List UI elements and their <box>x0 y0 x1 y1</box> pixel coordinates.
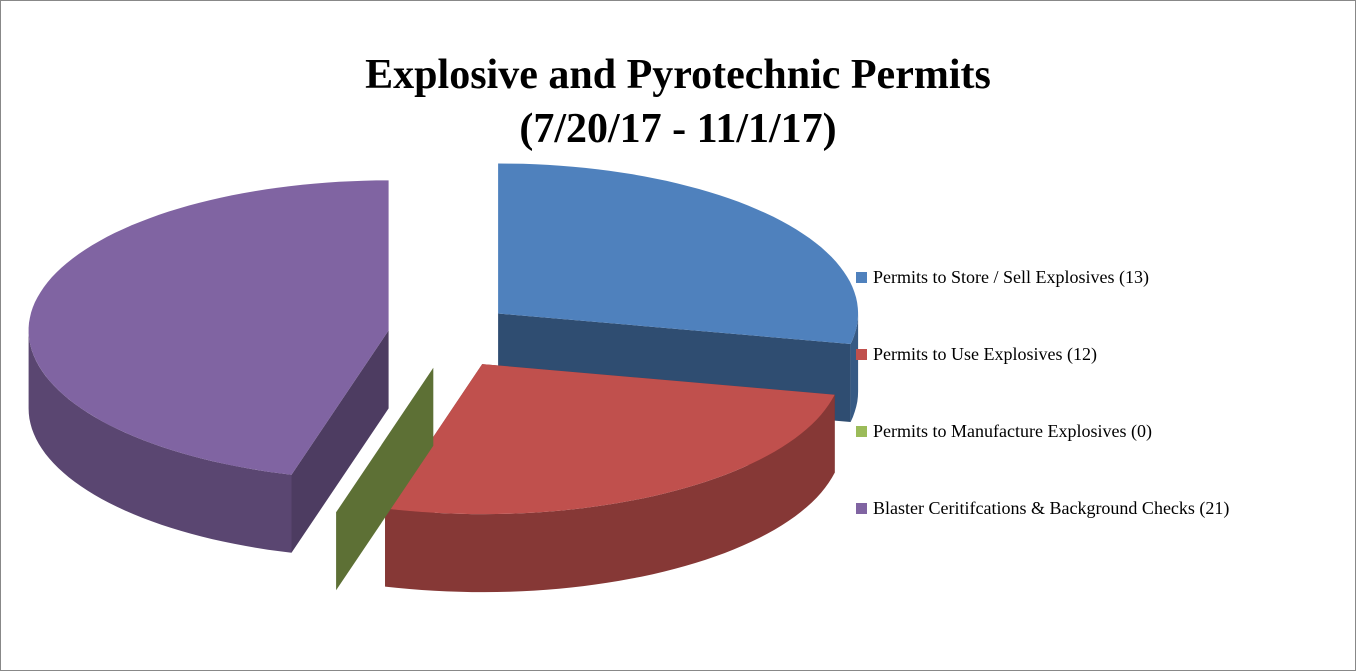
slice-wall <box>291 330 389 553</box>
legend-swatch <box>856 426 867 437</box>
legend-label: Permits to Store / Sell Explosives (13) <box>873 267 1149 287</box>
pie-slice <box>28 180 389 553</box>
legend-item: Permits to Manufacture Explosives (0) <box>856 420 1296 497</box>
slice-top <box>28 180 389 475</box>
legend-label: Blaster Ceritifcations & Background Chec… <box>873 498 1230 518</box>
chart-subtitle: (7/20/17 - 11/1/17) <box>519 106 836 152</box>
slice-wall <box>336 367 434 591</box>
chart-title: Explosive and Pyrotechnic Permits <box>365 52 991 98</box>
legend-swatch <box>856 349 867 360</box>
legend-swatch <box>856 272 867 283</box>
legend-swatch <box>856 503 867 514</box>
pie-slice <box>336 367 434 591</box>
legend: Permits to Store / Sell Explosives (13) P… <box>856 266 1296 574</box>
slice-side <box>850 313 859 422</box>
legend-item: Permits to Use Explosives (12) <box>856 343 1296 420</box>
legend-item: Blaster Ceritifcations & Background Chec… <box>856 497 1296 574</box>
slice-top <box>498 163 859 344</box>
slice-side <box>385 394 835 593</box>
legend-label: Permits to Use Explosives (12) <box>873 344 1097 364</box>
slice-side <box>28 330 292 553</box>
slice-top <box>385 364 835 515</box>
legend-label: Permits to Manufacture Explosives (0) <box>873 421 1152 441</box>
legend-item: Permits to Store / Sell Explosives (13) <box>856 266 1296 343</box>
pie-slice <box>385 364 835 593</box>
